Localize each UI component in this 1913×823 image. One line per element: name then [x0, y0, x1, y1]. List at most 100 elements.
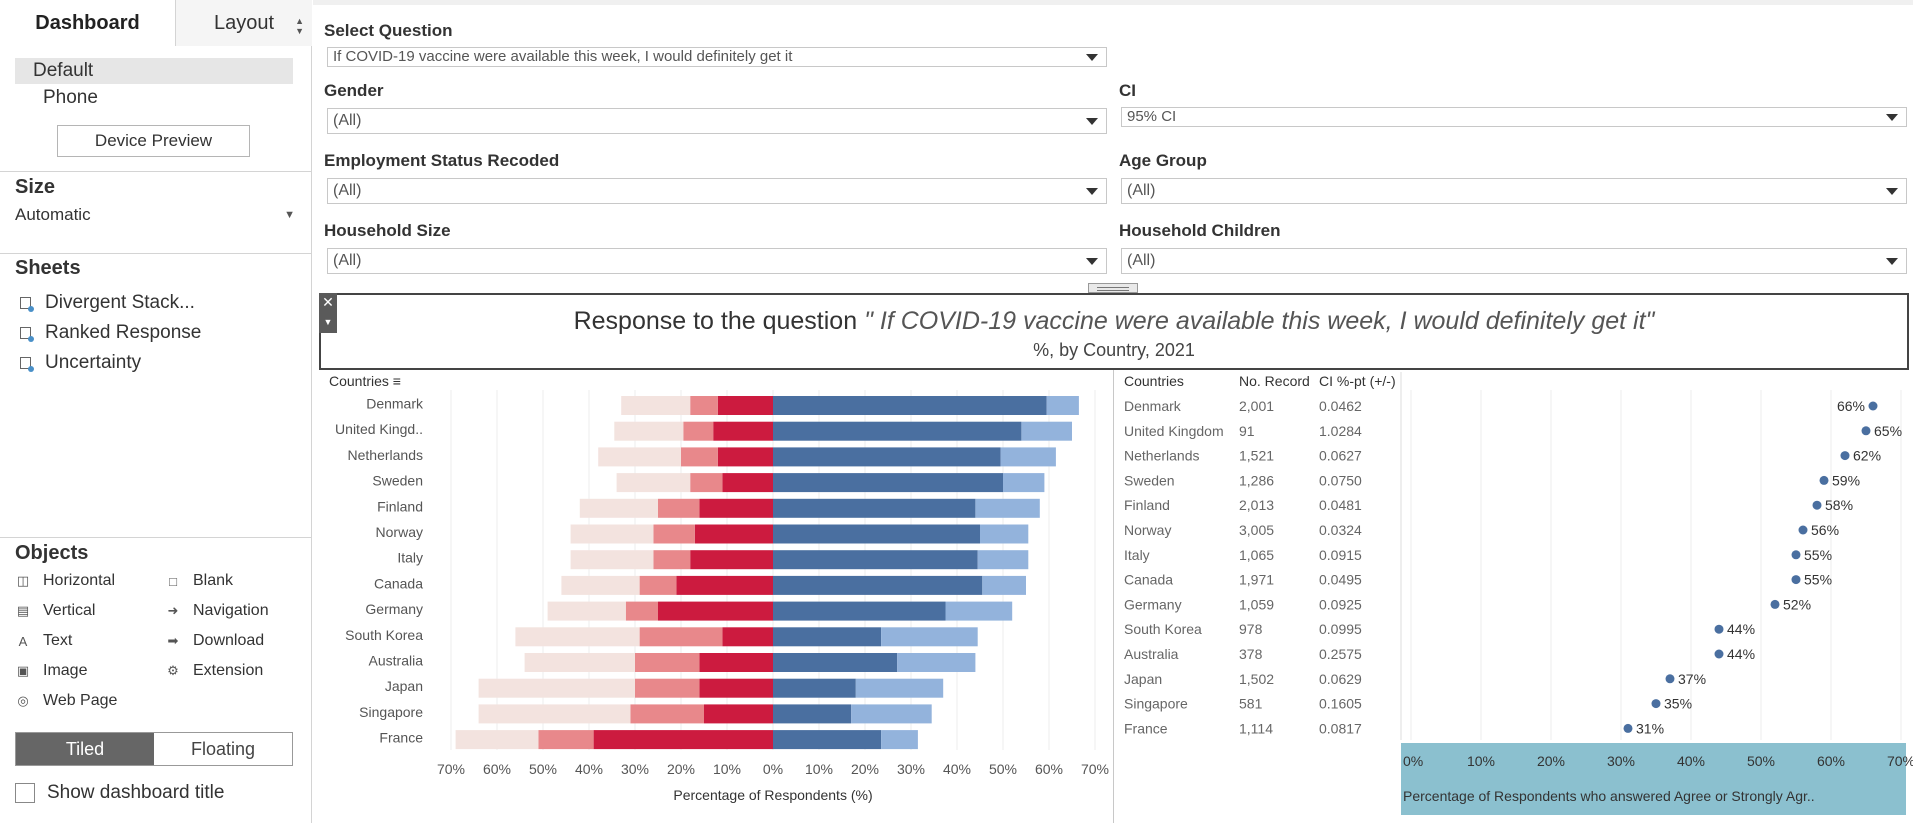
- object-extension[interactable]: ⚙ Extension: [165, 662, 263, 680]
- category-label: Finland: [377, 498, 423, 514]
- sheet-icon: [20, 327, 34, 342]
- employment-value: (All): [333, 182, 362, 199]
- sheet-item-ranked[interactable]: Ranked Response: [20, 322, 201, 344]
- object-label: Blank: [193, 572, 234, 589]
- x-tick-label: 70%: [1081, 761, 1109, 777]
- record-cell: 2,001: [1239, 398, 1274, 414]
- object-text[interactable]: A Text: [15, 632, 73, 650]
- record-cell: 581: [1239, 696, 1263, 712]
- size-dropdown[interactable]: Automatic ▼: [15, 205, 295, 225]
- bar-segment: [722, 473, 773, 493]
- category-label: Canada: [374, 575, 423, 591]
- bar-segment: [773, 653, 898, 672]
- divider: [0, 537, 312, 538]
- image-icon: ▣: [16, 663, 30, 678]
- tab-layout[interactable]: Layout ▲ ▼: [175, 0, 312, 46]
- object-image[interactable]: ▣ Image: [15, 662, 88, 680]
- ci-cell: 0.0627: [1319, 448, 1362, 464]
- record-cell: 1,971: [1239, 572, 1274, 588]
- sheet-label: Divergent Stack...: [45, 292, 195, 313]
- ci-cell: 0.1605: [1319, 696, 1362, 712]
- object-label: Download: [193, 632, 265, 649]
- object-web-page[interactable]: ◎ Web Page: [15, 692, 117, 710]
- dropdown-arrow-icon: [1886, 258, 1898, 265]
- x-axis-label: Percentage of Respondents (%): [673, 787, 872, 803]
- record-cell: 2,013: [1239, 497, 1274, 513]
- device-preview-button[interactable]: Device Preview: [57, 125, 250, 157]
- gender-value: (All): [333, 112, 362, 129]
- x-tick-label: 30%: [621, 761, 649, 777]
- category-label: Singapore: [359, 704, 423, 720]
- bar-segment: [639, 575, 677, 595]
- bar-segment: [681, 447, 718, 467]
- employment-dropdown[interactable]: (All): [327, 178, 1107, 204]
- object-label: Web Page: [43, 692, 118, 709]
- sheet-item-divergent[interactable]: Divergent Stack...: [20, 292, 195, 314]
- sheet-item-uncertainty[interactable]: Uncertainty: [20, 352, 141, 374]
- navigation-icon: ➜: [167, 603, 179, 618]
- object-vertical[interactable]: ▤ Vertical: [15, 602, 96, 620]
- country-cell: France: [1124, 720, 1168, 736]
- age-dropdown[interactable]: (All): [1121, 178, 1907, 204]
- sheet-icon: [20, 357, 34, 372]
- country-cell: Canada: [1124, 572, 1173, 588]
- bar-segment: [980, 524, 1029, 544]
- panel-tabs: Dashboard Layout ▲ ▼: [0, 0, 312, 46]
- ci-cell: 0.0995: [1319, 621, 1362, 637]
- floating-button[interactable]: Floating: [154, 733, 292, 765]
- blank-icon: □: [169, 573, 177, 589]
- category-label: Sweden: [372, 473, 423, 489]
- record-cell: 1,521: [1239, 448, 1274, 464]
- bar-segment: [570, 550, 654, 570]
- household-children-value: (All): [1127, 252, 1156, 269]
- record-cell: 1,059: [1239, 596, 1274, 612]
- country-cell: Australia: [1124, 646, 1179, 662]
- resize-handle[interactable]: [1088, 283, 1138, 293]
- device-phone[interactable]: Phone: [43, 87, 98, 108]
- show-title-row[interactable]: Show dashboard title: [15, 782, 224, 804]
- bar-segment: [690, 396, 718, 415]
- object-horizontal[interactable]: ◫ Horizontal: [15, 572, 115, 590]
- ci-dropdown[interactable]: 95% CI: [1121, 107, 1907, 127]
- x-tick-label: 60%: [1035, 761, 1063, 777]
- ci-cell: 0.0925: [1319, 596, 1362, 612]
- x-tick-label: 30%: [897, 761, 925, 777]
- x-tick-label: 10%: [805, 761, 833, 777]
- filter-label-household-size: Household Size: [324, 221, 451, 240]
- x-tick-label: 50%: [1747, 753, 1775, 769]
- data-label: 55%: [1804, 572, 1832, 588]
- sheet-label: Ranked Response: [45, 322, 202, 343]
- bar-segment: [851, 704, 932, 724]
- category-label: France: [379, 730, 423, 746]
- bar-segment: [653, 524, 695, 544]
- bar-segment: [699, 653, 773, 672]
- bar-segment: [658, 601, 773, 621]
- object-blank[interactable]: □ Blank: [165, 572, 233, 590]
- close-icon[interactable]: ✕: [322, 294, 334, 310]
- show-title-checkbox[interactable]: [15, 783, 35, 803]
- bar-segment: [639, 627, 723, 647]
- device-default[interactable]: Default: [15, 58, 293, 84]
- country-cell: Netherlands: [1124, 448, 1200, 464]
- tiled-button[interactable]: Tiled: [16, 733, 154, 765]
- dropdown-arrow-icon: [1086, 118, 1098, 125]
- object-navigation[interactable]: ➜ Navigation: [165, 602, 269, 620]
- x-tick-label: 70%: [437, 761, 465, 777]
- filter-label-household-children: Household Children: [1119, 221, 1281, 240]
- gender-dropdown[interactable]: (All): [327, 108, 1107, 134]
- bar-segment: [478, 678, 635, 698]
- household-children-dropdown[interactable]: (All): [1121, 248, 1907, 274]
- table-header: CI %-pt (+/-): [1319, 373, 1396, 389]
- country-cell: South Korea: [1124, 621, 1202, 637]
- bar-segment: [773, 498, 976, 518]
- data-point: [1819, 475, 1829, 485]
- object-download[interactable]: ➡ Download: [165, 632, 265, 650]
- household-size-dropdown[interactable]: (All): [327, 248, 1107, 274]
- x-tick-label: 40%: [943, 761, 971, 777]
- tab-dashboard[interactable]: Dashboard: [0, 0, 175, 46]
- more-options-icon[interactable]: ▼: [323, 317, 333, 327]
- bar-segment: [773, 730, 882, 750]
- question-dropdown[interactable]: If COVID-19 vaccine were available this …: [327, 47, 1107, 67]
- size-value: Automatic: [15, 205, 91, 224]
- dashboard-title-box: Response to the question " If COVID-19 v…: [319, 293, 1909, 370]
